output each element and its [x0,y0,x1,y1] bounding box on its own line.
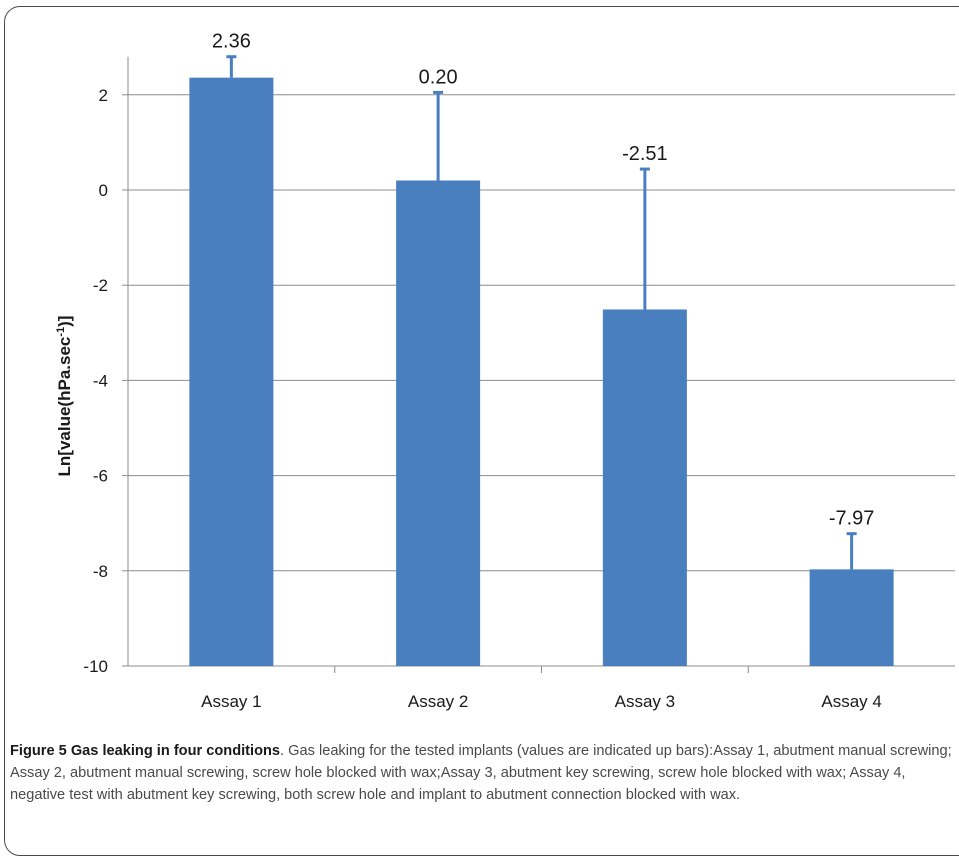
y-tick-label: -4 [93,371,108,390]
caption-text: . Gas leaking for the tested implants (v… [10,743,952,803]
y-axis-label: Ln[value(hPa.sec-1)] [55,316,74,477]
x-tick-label: Assay 2 [408,692,468,711]
y-tick-label: -6 [93,467,108,486]
bar-2 [396,180,481,667]
y-tick-label: 0 [99,181,108,200]
x-tick-labels: Assay 1 Assay 2 Assay 3 Assay 4 [201,692,882,711]
y-tick-label: -10 [83,657,108,676]
data-labels: 2.36 0.20 -2.51 -7.97 [212,31,875,530]
data-label: 2.36 [212,31,251,53]
bar-1 [189,77,274,666]
y-tick-label: -2 [93,276,108,295]
x-tick-label: Assay 4 [821,692,881,711]
x-tick-label: Assay 3 [615,692,675,711]
x-tick-label: Assay 1 [201,692,261,711]
y-tick-label: -8 [93,562,108,581]
error-bars [226,55,857,570]
data-label: -7.97 [829,508,875,530]
bar-4 [809,569,894,666]
bars [189,77,894,667]
y-tick-label: 2 [99,86,108,105]
data-label: -2.51 [622,143,668,165]
figure-caption: Figure 5 Gas leaking in four conditions.… [10,740,954,806]
data-label: 0.20 [419,66,458,88]
bar-chart: 2 0 -2 -4 -6 -8 -10 2.36 0.20 -2.51 -7.97 Assay 1… [55,31,955,711]
bar-3 [602,309,687,666]
caption-title: Figure 5 Gas leaking in four conditions [10,743,281,759]
y-tick-labels: 2 0 -2 -4 -6 -8 -10 [83,86,108,676]
